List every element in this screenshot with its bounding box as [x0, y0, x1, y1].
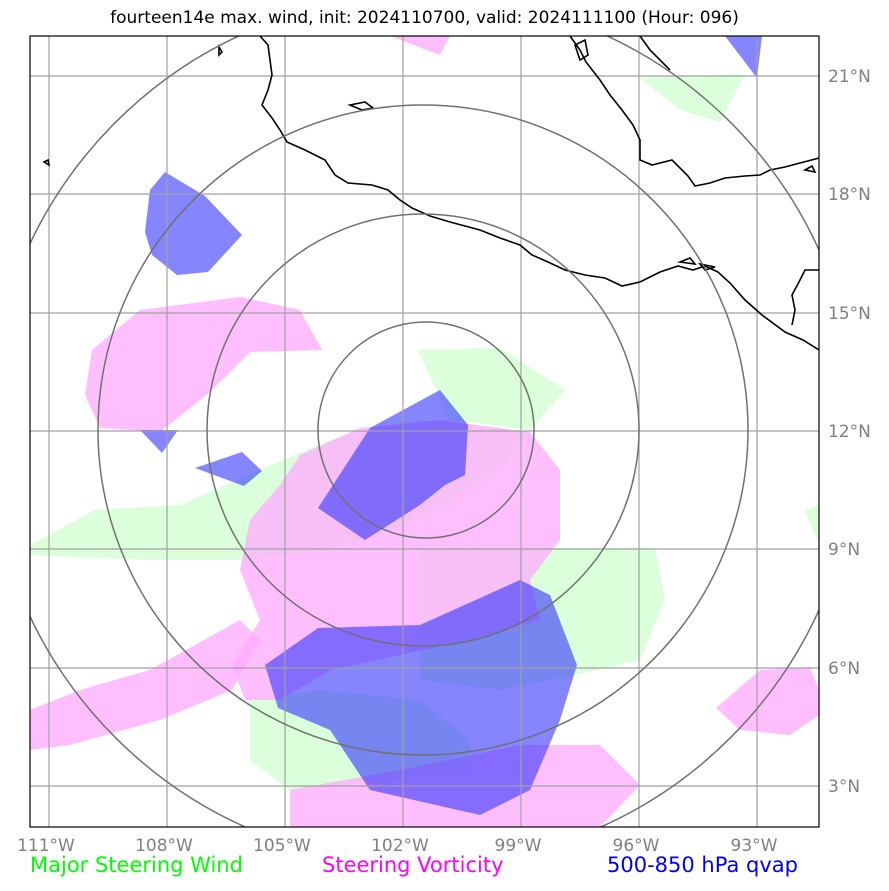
- island: [676, 257, 697, 266]
- qvap-area: [195, 452, 262, 486]
- lon-tick-label: 99°W: [495, 836, 542, 856]
- coastline-guatemala: [791, 269, 819, 326]
- steering-vorticity-area: [85, 297, 322, 432]
- lat-tick-labels: 21°N 18°N 15°N 12°N 9°N 6°N 3°N: [828, 67, 871, 797]
- qvap-area: [318, 390, 468, 540]
- island: [347, 101, 375, 111]
- qvap-area: [145, 172, 242, 275]
- legend-qvap: 500-850 hPa qvap: [607, 853, 798, 877]
- map-title: fourteen14e max. wind, init: 2024110700,…: [110, 8, 739, 28]
- island: [802, 164, 817, 174]
- lat-tick-label: 21°N: [828, 67, 871, 87]
- island: [697, 262, 716, 271]
- coastline-mexico: [259, 36, 819, 351]
- island: [218, 44, 224, 57]
- range-ring: [97, 104, 749, 756]
- lon-tick-labels: 111°W 108°W 105°W 102°W 99°W 96°W 93°W: [17, 836, 778, 856]
- steering-vorticity-area: [716, 667, 819, 735]
- lon-tick-label: 108°W: [135, 836, 193, 856]
- plot-frame: [29, 35, 820, 828]
- lat-tick-label: 3°N: [828, 777, 860, 797]
- lat-tick-label: 9°N: [828, 540, 860, 560]
- lon-tick-label: 93°W: [731, 836, 778, 856]
- legend-steering-wind: Major Steering Wind: [30, 853, 243, 877]
- coastline-gulf: [569, 36, 819, 187]
- range-ring: [317, 321, 535, 539]
- coastline: [42, 36, 819, 351]
- steering-wind-area: [640, 74, 745, 122]
- range-ring: [206, 213, 640, 647]
- lon-tick-label: 105°W: [253, 836, 311, 856]
- qvap-area: [265, 580, 577, 815]
- qvap-layer: [140, 36, 762, 815]
- lon-tick-label: 102°W: [371, 836, 429, 856]
- lon-tick-label: 96°W: [613, 836, 660, 856]
- coastline-inlet: [574, 38, 589, 62]
- lat-tick-label: 18°N: [828, 185, 871, 205]
- lat-tick-label: 6°N: [828, 659, 860, 679]
- qvap-area: [140, 430, 178, 453]
- lon-tick-label: 111°W: [17, 836, 75, 856]
- lat-tick-label: 15°N: [828, 304, 871, 324]
- qvap-area: [725, 36, 762, 78]
- lat-tick-label: 12°N: [828, 422, 871, 442]
- steering-vorticity-area: [390, 36, 450, 55]
- steering-vorticity-area: [30, 620, 260, 750]
- coastline-yucatan: [639, 36, 671, 71]
- range-rings: [30, 36, 819, 827]
- island: [42, 158, 51, 167]
- steering-wind-area: [805, 505, 819, 545]
- legend-steering-vorticity: Steering Vorticity: [322, 853, 504, 877]
